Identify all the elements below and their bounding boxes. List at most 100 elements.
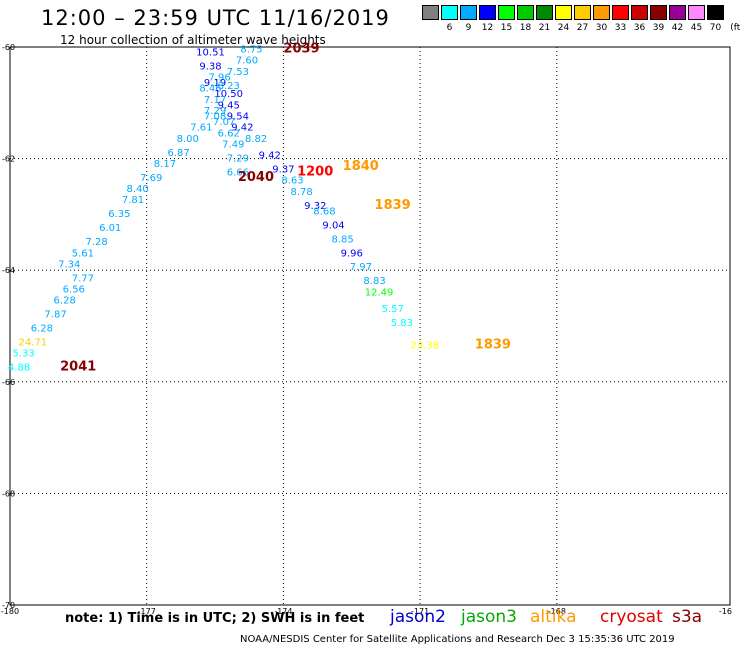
legend-label: 9 <box>465 23 472 33</box>
map-subtitle: 12 hour collection of altimeter wave hei… <box>60 33 326 47</box>
track-time-labels: 2039 2040 1200 1840 1839 1839 2041 <box>60 42 511 375</box>
y-tick-label: -70 <box>2 601 15 610</box>
wave-height-value: 6.56 <box>63 285 85 296</box>
x-tick-label: -180 <box>1 607 19 616</box>
wave-height-value: 8.63 <box>281 176 303 187</box>
y-tick-label: -68 <box>2 489 15 498</box>
legend-swatch <box>707 5 724 20</box>
satellite-name-cryosat: cryosat <box>600 607 663 627</box>
legend-swatch <box>555 5 572 20</box>
legend-label: 27 <box>576 23 589 33</box>
wave-height-points: 8.75 10.51 7.60 9.38 7.537.969.198.238.4610.… <box>8 45 439 374</box>
legend-swatch <box>498 5 515 20</box>
wave-height-value: 9.96 <box>341 248 363 259</box>
wave-height-value: 8.85 <box>332 234 354 245</box>
wave-height-value: 12.49 <box>365 287 394 298</box>
wave-height-value: 6.62 <box>218 128 240 139</box>
legend-swatch <box>669 5 686 20</box>
wave-height-value: 8.40 <box>126 184 148 195</box>
wave-height-value: 8.83 <box>363 276 385 287</box>
wave-height-value: 8.78 <box>291 187 313 198</box>
wave-height-value: 6.87 <box>167 148 189 159</box>
satellite-name-jason2: jason2 <box>390 607 446 627</box>
legend-unit: (ft) <box>730 23 740 33</box>
wave-height-value: 10.51 <box>196 47 225 58</box>
wave-height-value: 8.75 <box>240 45 262 56</box>
legend-swatch <box>631 5 648 20</box>
legend-swatch <box>612 5 629 20</box>
track-time-label: 1839 <box>375 198 411 213</box>
wave-height-value: 10.50 <box>214 89 243 100</box>
wave-height-value: 7.87 <box>44 310 66 321</box>
wave-height-value: 9.38 <box>199 61 221 72</box>
x-tick-label: -171 <box>411 607 429 616</box>
legend-swatch <box>479 5 496 20</box>
wave-height-value: 7.29 <box>204 106 226 117</box>
legend-swatch <box>574 5 591 20</box>
satellite-name-s3a: s3a <box>672 607 703 627</box>
legend-label: 33 <box>614 23 627 33</box>
x-tick-label: -174 <box>274 607 292 616</box>
legend-label: 21 <box>538 23 551 33</box>
legend-label: 36 <box>633 23 646 33</box>
wave-height-value: 7.53 <box>227 67 249 78</box>
legend-label: 39 <box>652 23 665 33</box>
wave-height-value: 7.17 <box>204 95 226 106</box>
y-tick-label: -60 <box>2 43 15 52</box>
track-time-label: 2040 <box>238 170 274 185</box>
legend-label: 6 <box>446 23 453 33</box>
wave-height-value: 9.42 <box>231 123 253 134</box>
wave-height-value: 8.00 <box>177 134 199 145</box>
wave-height-value: 5.61 <box>72 248 94 259</box>
wave-height-value: 7.96 <box>208 72 230 83</box>
satellite-name-altika: altika <box>530 607 577 627</box>
wave-height-value: 9.04 <box>322 220 344 231</box>
wave-height-value: 5.83 <box>391 318 413 329</box>
legend-swatch <box>422 5 439 20</box>
track-time-label: 1839 <box>475 337 511 352</box>
wave-height-value: 9.37 <box>272 165 294 176</box>
wave-height-value: 4.88 <box>8 363 30 374</box>
legend-label: 42 <box>671 23 684 33</box>
wave-height-value: 7.69 <box>140 173 162 184</box>
wave-height-value: 8.82 <box>245 134 267 145</box>
legend-swatch <box>593 5 610 20</box>
wave-height-value: 8.68 <box>313 206 335 217</box>
legend-label: 18 <box>519 23 532 33</box>
track-time-label: 2041 <box>60 360 96 375</box>
track-time-label: 2039 <box>283 42 319 57</box>
wave-height-value: 6.35 <box>108 209 130 220</box>
wave-height-value: 9.32 <box>304 201 326 212</box>
track-time-label: 1200 <box>297 164 333 179</box>
y-tick-label: -64 <box>2 266 15 275</box>
y-tick-label: -62 <box>2 155 15 164</box>
legend-swatch <box>650 5 667 20</box>
wave-height-value: 6.01 <box>99 223 121 234</box>
wave-height-value: 7.77 <box>72 273 94 284</box>
wave-height-value: 23.38 <box>410 340 439 351</box>
wave-height-value: 7.29 <box>227 153 249 164</box>
wave-height-value: 7.07 <box>213 117 235 128</box>
legend-swatch <box>688 5 705 20</box>
wave-height-value: 8.17 <box>154 159 176 170</box>
wave-height-value: 6.28 <box>31 324 53 335</box>
wave-height-value: 7.81 <box>122 195 144 206</box>
x-tick-label: -16 <box>719 607 732 616</box>
x-tick-label: -168 <box>548 607 566 616</box>
wave-height-value: 9.54 <box>227 112 249 123</box>
track-time-label: 1840 <box>343 159 379 174</box>
axis-tick-labels: -180 -177 -174 -171 -168 -16 -60 -62 -64 -66 -68 -7… <box>1 43 732 616</box>
wave-height-value: 8.46 <box>199 84 221 95</box>
legend-swatch <box>517 5 534 20</box>
legend-label: 45 <box>690 23 703 33</box>
wave-height-value: 9.19 <box>204 78 226 89</box>
map-frame <box>9 46 731 606</box>
credit-line: NOAA/NESDIS Center for Satellite Applica… <box>240 634 675 645</box>
legend-label: 12 <box>481 23 494 33</box>
wave-height-value: 9.42 <box>259 151 281 162</box>
wave-height-value: 7.97 <box>350 262 372 273</box>
wave-height-value: 7.49 <box>222 139 244 150</box>
wave-height-value: 6.28 <box>54 296 76 307</box>
